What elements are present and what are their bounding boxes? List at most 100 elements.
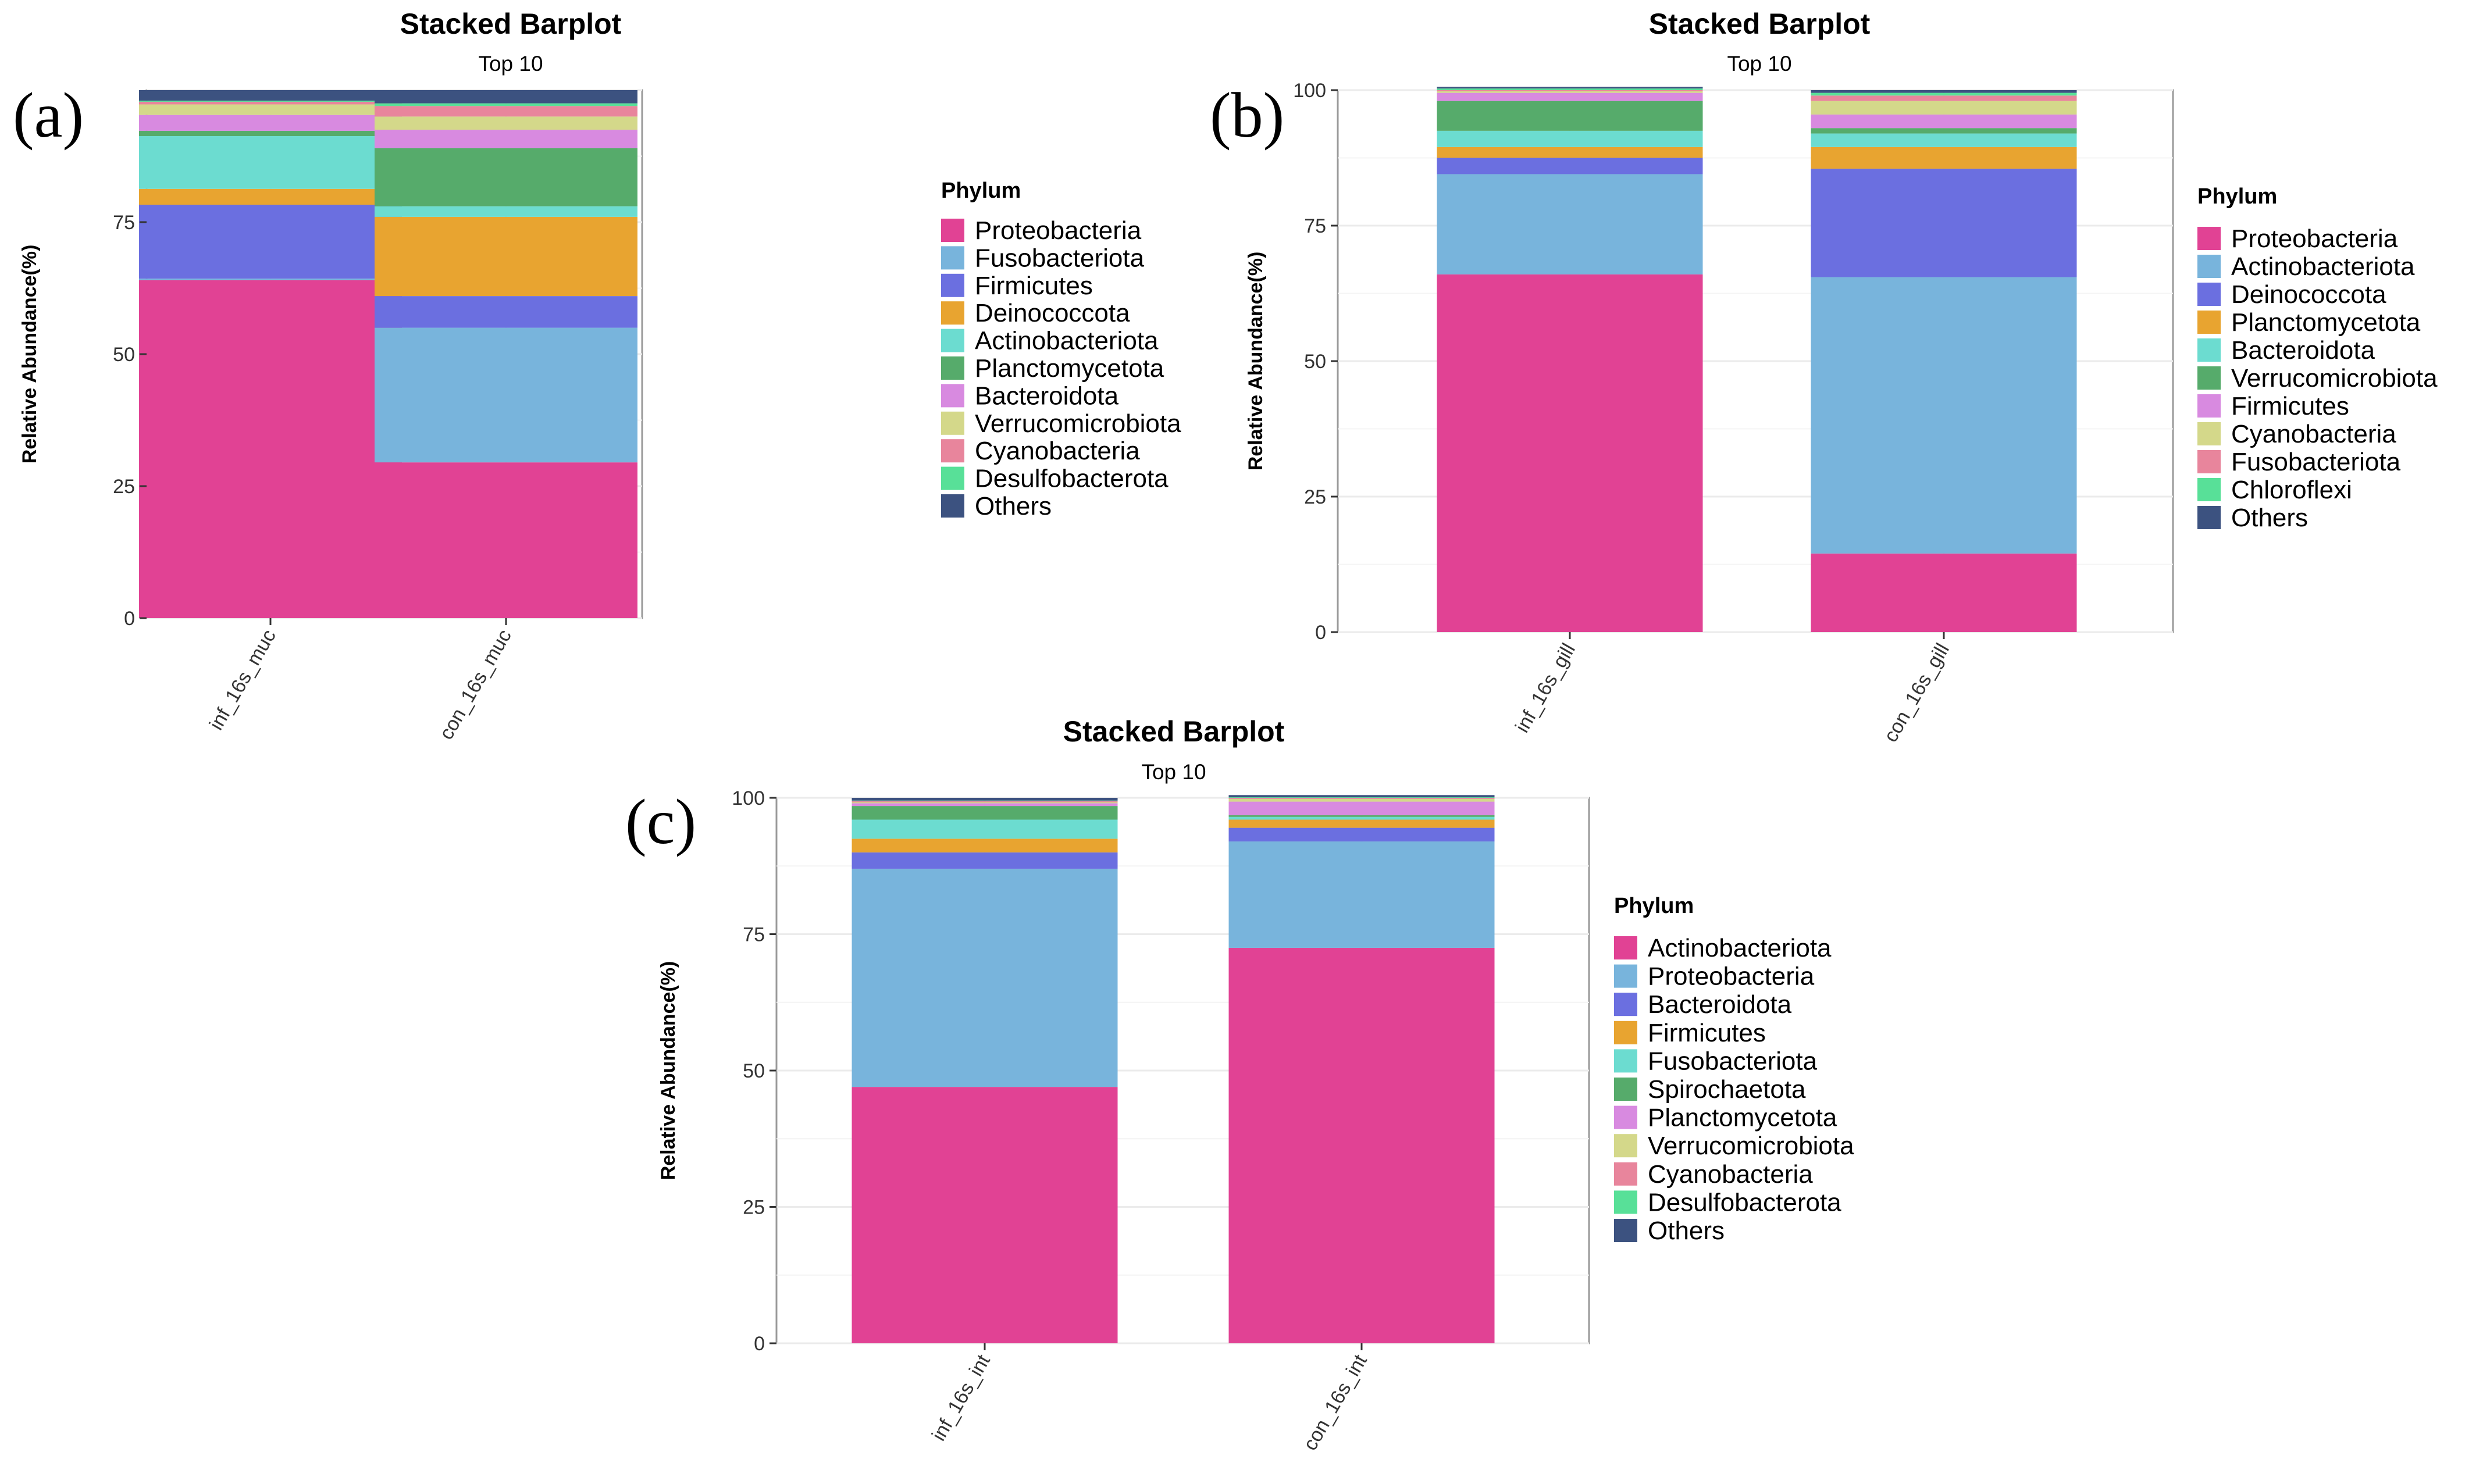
- chart-panel-b: 0 25 50 75 100 inf_16s_gill con_16s_gill Stacke…: [1210, 8, 2438, 746]
- y-tick-label: 25: [113, 476, 135, 498]
- legend-swatch-planctomycetota: [2197, 311, 2221, 334]
- legend-swatch-actinobacteriota: [2197, 255, 2221, 278]
- x-tick-label: inf_16s_gill: [1511, 640, 1580, 736]
- bar-segment-con_16s_int-verrucomicrobiota: [1228, 798, 1495, 802]
- legend-swatch-others: [2197, 506, 2221, 529]
- legend-label: Desulfobacterota: [1648, 1188, 1841, 1217]
- bar-segment-inf_16s_muc-proteobacteria: [139, 280, 402, 618]
- legend-swatch-desulfobacterota: [941, 466, 964, 490]
- y-tick-label: 0: [754, 1333, 765, 1355]
- bar-segment-inf_16s_gill-deinococcota: [1437, 158, 1703, 174]
- bar-segment-inf_16s_gill-proteobacteria: [1437, 274, 1703, 632]
- bar-segment-inf_16s_int-bacteroidota: [852, 852, 1118, 869]
- legend-swatch-planctomycetota: [1614, 1105, 1637, 1129]
- legend: Phylum ActinobacteriotaProteobacteriaBact…: [1614, 894, 1854, 1245]
- legend-label: Firmicutes: [1648, 1019, 1766, 1047]
- legend-label: Others: [975, 492, 1052, 520]
- bar-segment-con_16s_gill-fusobacteriota: [1811, 95, 2077, 101]
- legend-label: Fusobacteriota: [1648, 1047, 1818, 1075]
- bar-segment-con_16s_gill-verrucomicrobiota: [1811, 128, 2077, 134]
- y-tick-label: 0: [124, 608, 135, 630]
- legend-label: Actinobacteriota: [2231, 252, 2415, 281]
- legend-label: Actinobacteriota: [975, 327, 1159, 355]
- panel-letter: (a): [13, 80, 84, 151]
- bar-segment-con_16s_gill-others: [1811, 90, 2077, 93]
- bar-segment-inf_16s_gill-chloroflexi: [1437, 88, 1703, 90]
- legend-label: Deinococcota: [2231, 280, 2386, 309]
- y-tick-label: 50: [1304, 351, 1326, 373]
- chart-panel-c: 0 25 50 75 100 inf_16s_int con_16s_int Stacked …: [625, 715, 1854, 1454]
- y-tick-label: 50: [743, 1060, 765, 1082]
- panel-letter: (b): [1210, 80, 1284, 151]
- y-tick-label: 75: [1304, 215, 1326, 237]
- y-tick-label: 50: [113, 344, 135, 366]
- legend-swatch-cyanobacteria: [1614, 1162, 1637, 1186]
- bar-segment-con_16s_gill-actinobacteriota: [1811, 277, 2077, 554]
- legend-swatch-bacteroidota: [2197, 338, 2221, 362]
- legend-label: Cyanobacteria: [1648, 1160, 1813, 1189]
- bar-segment-con_16s_int-bacteroidota: [1228, 827, 1495, 842]
- legend-label: Deinococcota: [975, 299, 1130, 327]
- bar-segment-inf_16s_int-spirochaetota: [852, 806, 1118, 820]
- bar-segment-con_16s_muc-actinobacteriota: [375, 206, 637, 217]
- y-tick-label: 25: [1304, 486, 1326, 508]
- chart-subtitle: Top 10: [1141, 760, 1206, 784]
- legend-label: Verrucomicrobiota: [2231, 364, 2438, 393]
- bar-segment-inf_16s_muc-verrucomicrobiota: [139, 104, 402, 115]
- bar-segment-con_16s_int-planctomycetota: [1228, 801, 1495, 816]
- legend-swatch-actinobacteriota: [941, 329, 964, 352]
- chart-title: Stacked Barplot: [1649, 8, 1871, 40]
- bar-segment-con_16s_gill-planctomycetota: [1811, 147, 2077, 169]
- legend-label: Bacteroidota: [975, 381, 1119, 410]
- y-axis-label: Relative Abundance(%): [19, 245, 41, 464]
- bar-segment-inf_16s_gill-cyanobacteria: [1437, 91, 1703, 93]
- bar-segment-con_16s_muc-cyanobacteria: [375, 106, 637, 117]
- bar-segment-inf_16s_muc-planctomycetota: [139, 130, 402, 136]
- bar-segment-con_16s_int-actinobacteriota: [1228, 947, 1495, 1343]
- bar-segment-inf_16s_int-firmicutes: [852, 839, 1118, 852]
- legend-label: Bacteroidota: [2231, 336, 2375, 365]
- bar-segment-inf_16s_muc-deinococcota: [139, 188, 402, 205]
- legend-swatch-cyanobacteria: [2197, 422, 2221, 445]
- panel-letter: (c): [625, 786, 696, 857]
- bar-segment-con_16s_muc-fusobacteriota: [375, 327, 637, 463]
- legend-label: Fusobacteriota: [2231, 448, 2401, 476]
- bar-segment-con_16s_gill-chloroflexi: [1811, 92, 2077, 96]
- legend-swatch-actinobacteriota: [1614, 936, 1637, 959]
- legend-label: Proteobacteria: [975, 216, 1142, 245]
- legend-label: Planctomycetota: [2231, 308, 2421, 337]
- y-tick-label: 100: [1293, 80, 1326, 102]
- legend-swatch-cyanobacteria: [941, 439, 964, 463]
- bar-segment-inf_16s_muc-firmicutes: [139, 205, 402, 279]
- bar-segment-inf_16s_gill-actinobacteriota: [1437, 174, 1703, 274]
- bar-segment-inf_16s_gill-fusobacteriota: [1437, 90, 1703, 91]
- legend-label: Others: [1648, 1217, 1725, 1245]
- bar-segment-con_16s_gill-deinococcota: [1811, 169, 2077, 277]
- legend-swatch-verrucomicrobiota: [2197, 366, 2221, 390]
- legend-label: Others: [2231, 504, 2308, 532]
- bar-segment-inf_16s_int-proteobacteria: [852, 868, 1118, 1087]
- bar-segment-con_16s_gill-proteobacteria: [1811, 553, 2077, 632]
- legend-title: Phylum: [941, 179, 1021, 203]
- legend-swatch-bacteroidota: [941, 384, 964, 408]
- legend-title: Phylum: [1614, 894, 1694, 918]
- bar-segment-con_16s_int-desulfobacterota: [1228, 797, 1495, 798]
- bar-segment-inf_16s_int-verrucomicrobiota: [852, 802, 1118, 804]
- bar-segment-con_16s_int-fusobacteriota: [1228, 816, 1495, 820]
- y-tick-label: 0: [1315, 622, 1326, 644]
- chart-title: Stacked Barplot: [400, 8, 622, 40]
- chart-subtitle: Top 10: [478, 52, 543, 76]
- legend-swatch-proteobacteria: [941, 219, 964, 242]
- bar-segment-inf_16s_gill-planctomycetota: [1437, 147, 1703, 158]
- legend-title: Phylum: [2197, 184, 2277, 209]
- legend-swatch-fusobacteriota: [2197, 450, 2221, 473]
- bar-segment-con_16s_gill-bacteroidota: [1811, 133, 2077, 147]
- legend-swatch-verrucomicrobiota: [941, 411, 964, 435]
- legend-label: Proteobacteria: [2231, 224, 2398, 253]
- bar-segment-con_16s_muc-others: [375, 90, 637, 104]
- bar-segment-con_16s_int-cyanobacteria: [1228, 798, 1495, 799]
- bar-segment-con_16s_muc-desulfobacterota: [375, 103, 637, 106]
- bar-segment-con_16s_muc-verrucomicrobiota: [375, 116, 637, 130]
- legend-label: Planctomycetota: [975, 354, 1164, 383]
